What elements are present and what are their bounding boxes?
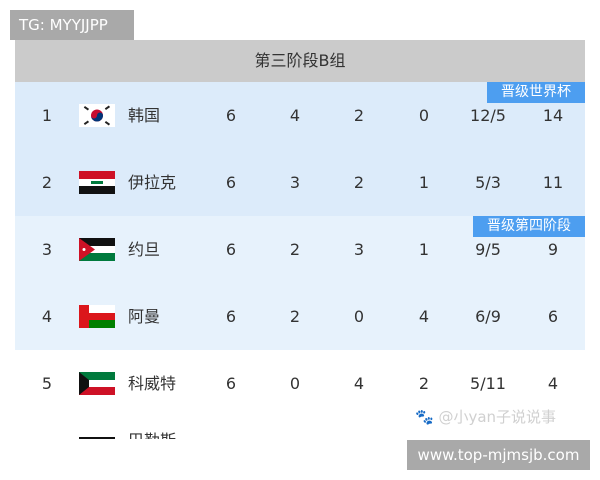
cell-gd: 6/9 xyxy=(475,307,501,326)
cell-p: 6 xyxy=(225,173,237,192)
cell-rank: 3 xyxy=(41,240,53,259)
cell-p: 6 xyxy=(225,240,237,259)
iraq-flag-icon xyxy=(79,171,115,194)
cell-rank: 4 xyxy=(41,307,53,326)
cell-gd: 5/11 xyxy=(470,374,506,393)
cell-d: 2 xyxy=(353,106,365,125)
cell-rank: 5 xyxy=(41,374,53,393)
cell-pts: 4 xyxy=(547,374,559,393)
team-name: 阿曼 xyxy=(128,307,161,326)
cell-w: 4 xyxy=(289,106,301,125)
cell-pts: 6 xyxy=(547,307,559,326)
cell-rank: 1 xyxy=(41,106,53,125)
cell-w: 2 xyxy=(289,240,301,259)
team-name: 约旦 xyxy=(128,240,161,259)
cell-gd: 5/3 xyxy=(475,173,501,192)
cell-p: 6 xyxy=(225,374,237,393)
cell-rank: 2 xyxy=(41,173,53,192)
table-row: 晋级世界杯韩国 1 6 4 2 0 12/5 14 xyxy=(15,82,585,149)
cell-w: 2 xyxy=(289,307,301,326)
group-title: 第三阶段B组 xyxy=(15,40,585,82)
cell-l: 2 xyxy=(418,374,430,393)
table-row: 伊拉克 2 6 3 2 1 5/3 11 xyxy=(15,149,585,216)
cell-gd: 9/5 xyxy=(475,240,501,259)
team-name: 巴勒斯 xyxy=(128,427,176,439)
table-row: 阿曼 4 6 2 0 4 6/9 6 xyxy=(15,283,585,350)
south-korea-flag-icon xyxy=(79,104,115,127)
cell-d: 0 xyxy=(353,307,365,326)
cell-l: 0 xyxy=(418,106,430,125)
kuwait-flag-icon xyxy=(79,372,115,395)
cell-pts: 14 xyxy=(542,106,564,125)
standings-table: 第三阶段B组 晋级世界杯 韩国 1 6 4 2 0 12/5 14 伊拉克 2 6 3 2 1 5/3 11 晋级… xyxy=(15,40,585,417)
cell-pts: 9 xyxy=(547,240,559,259)
flag-partial xyxy=(79,437,115,439)
cell-p: 6 xyxy=(225,106,237,125)
tg-watermark: TG: MYYJJPP xyxy=(10,10,134,40)
cell-p: 6 xyxy=(225,307,237,326)
team-name: 科威特 xyxy=(128,374,177,393)
cell-pts: 11 xyxy=(542,173,564,192)
cell-w: 0 xyxy=(289,374,301,393)
cell-d: 3 xyxy=(353,240,365,259)
cell-l: 4 xyxy=(418,307,430,326)
oman-flag-icon xyxy=(79,305,115,328)
qualification-badge: 晋级世界杯 xyxy=(487,82,585,103)
cell-w: 3 xyxy=(289,173,301,192)
team-name: 韩国 xyxy=(128,106,161,125)
jordan-flag-icon xyxy=(79,238,115,261)
url-watermark: www.top-mjmsjb.com xyxy=(407,440,590,470)
cell-l: 1 xyxy=(418,240,430,259)
author-watermark: 🐾 @小yan子说说事 xyxy=(415,408,557,426)
cell-d: 4 xyxy=(353,374,365,393)
qualification-badge: 晋级第四阶段 xyxy=(473,216,585,237)
team-name: 伊拉克 xyxy=(128,173,177,192)
author-text: @小yan子说说事 xyxy=(438,408,557,426)
partial-row: 巴勒斯 xyxy=(15,417,585,439)
table-row: 科威特 5 6 0 4 2 5/11 4 xyxy=(15,350,585,417)
cell-l: 1 xyxy=(418,173,430,192)
table-row: 晋级第四阶段约旦 3 6 2 3 1 9/5 9 xyxy=(15,216,585,283)
cell-d: 2 xyxy=(353,173,365,192)
cell-gd: 12/5 xyxy=(470,106,506,125)
